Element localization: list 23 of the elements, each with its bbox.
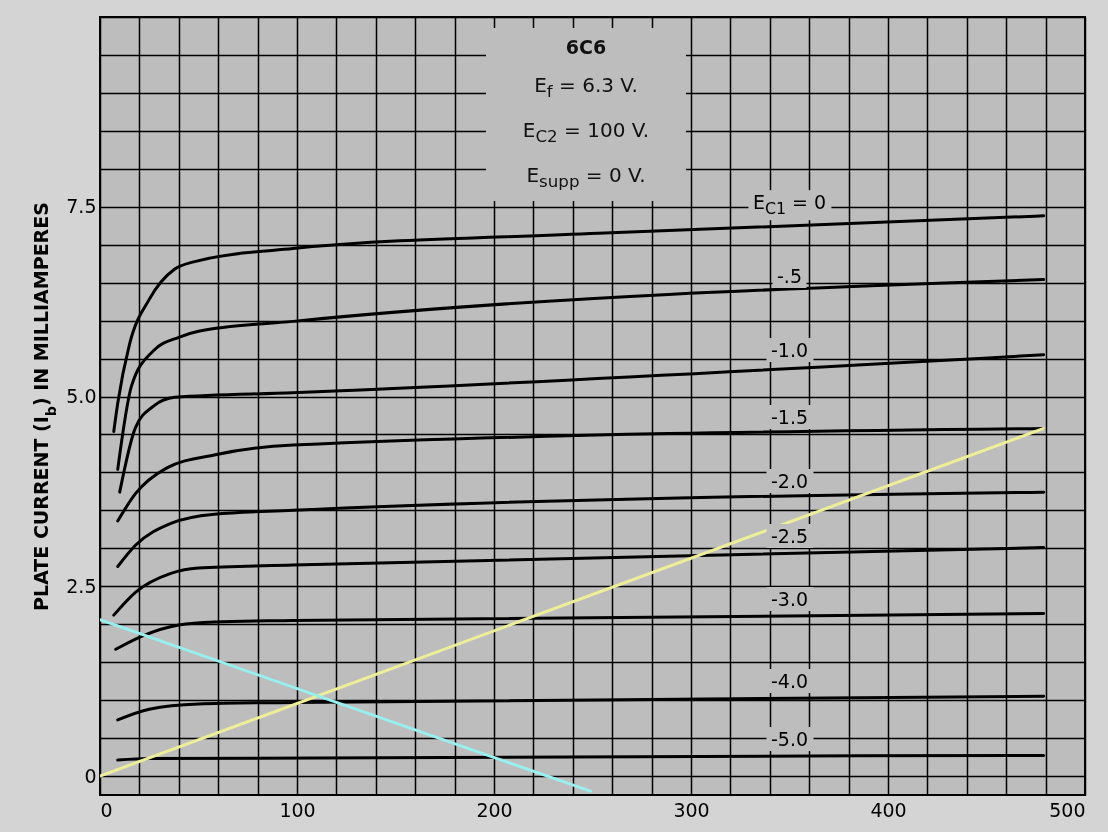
- x-tick-label: 400: [870, 798, 907, 821]
- series-label: -2.0: [765, 469, 814, 493]
- series-label: -1.0: [765, 338, 814, 363]
- series-label: -4.0: [765, 669, 814, 694]
- series-label: -3.0: [765, 586, 814, 611]
- series-label: -1.5: [765, 404, 814, 429]
- series-label: -.5: [772, 264, 807, 289]
- y-tick-label: 5.0: [66, 385, 97, 408]
- x-tick-label: 500: [1049, 798, 1086, 821]
- label-panel: 6C6 E$_{f}$ = 6.3 V. E$_{C2}$ = 100 V. E$_{supp}$ = 0 V.: [486, 28, 686, 201]
- y-tick-label: 0: [84, 764, 97, 787]
- x-tick-label: 100: [279, 798, 316, 821]
- x-tick-label: 200: [476, 798, 513, 821]
- series-label: E$_{C1}$ = 0: [747, 189, 832, 221]
- annotation: E$_{supp}$ = 0 V.: [525, 162, 647, 193]
- series-label: -2.5: [765, 524, 814, 549]
- series-label: -5.0: [765, 727, 814, 752]
- annotation: E$_{C2}$ = 100 V.: [521, 117, 651, 148]
- x-tick-label: 300: [673, 798, 710, 821]
- y-tick-label: 7.5: [66, 195, 97, 218]
- annotation: E$_{f}$ = 6.3 V.: [533, 72, 639, 103]
- y-tick-label: 2.5: [66, 574, 97, 597]
- x-tick-label: 0: [100, 798, 113, 821]
